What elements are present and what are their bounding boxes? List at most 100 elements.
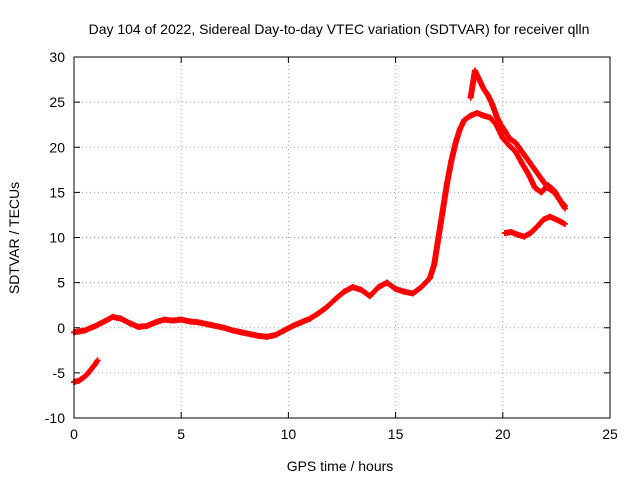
data-point (238, 329, 245, 336)
data-point (392, 285, 399, 292)
data-point (551, 189, 558, 196)
data-point (178, 316, 185, 323)
data-point (109, 313, 116, 320)
data-point (195, 319, 202, 326)
data-point (525, 157, 532, 164)
data-point (203, 321, 210, 328)
data-point (527, 229, 534, 236)
data-point (92, 322, 99, 329)
data-point (540, 216, 547, 223)
data-point (534, 223, 541, 230)
data-point (525, 171, 532, 178)
data-point (557, 198, 564, 205)
data-point (81, 327, 88, 334)
data-point (474, 109, 481, 116)
data-point (467, 94, 474, 101)
data-point (246, 331, 253, 338)
data-point (512, 139, 519, 146)
y-tick-label: 0 (57, 320, 65, 336)
data-point (448, 157, 455, 164)
data-point (323, 303, 330, 310)
data-point (486, 114, 493, 121)
data-point (538, 189, 545, 196)
data-point (506, 135, 513, 142)
data-point (493, 112, 500, 119)
data-point (553, 216, 560, 223)
data-point (92, 360, 99, 367)
data-point (255, 332, 262, 339)
data-point (281, 327, 288, 334)
data-point (263, 333, 270, 340)
marker-fill (561, 202, 568, 209)
data-point (75, 377, 82, 384)
data-point (229, 327, 236, 334)
data-point (272, 331, 279, 338)
data-point (561, 220, 568, 227)
data-point (508, 229, 515, 236)
data-point (332, 295, 339, 302)
x-tick-label: 25 (602, 426, 618, 442)
data-point (519, 148, 526, 155)
chart-title: Day 104 of 2022, Sidereal Day-to-day VTE… (89, 21, 590, 37)
data-point (480, 85, 487, 92)
data-point (467, 112, 474, 119)
data-series (71, 67, 568, 385)
data-point (315, 310, 322, 317)
x-tick-label: 20 (495, 426, 511, 442)
grid-lines (74, 57, 610, 418)
data-point (135, 323, 142, 330)
y-tick-label: 5 (57, 275, 65, 291)
data-point (452, 139, 459, 146)
data-point (471, 67, 478, 74)
y-tick-label: -5 (53, 365, 66, 381)
data-point (506, 142, 513, 149)
data-point (499, 135, 506, 142)
data-point (512, 148, 519, 155)
data-point (489, 100, 496, 107)
data-point (401, 288, 408, 295)
series-early-negative (71, 357, 101, 385)
data-point (544, 184, 551, 191)
y-tick-label: -10 (45, 410, 65, 426)
data-point (476, 76, 483, 83)
data-point (212, 322, 219, 329)
data-point (521, 233, 528, 240)
data-point (514, 231, 521, 238)
data-point (435, 234, 442, 241)
data-point (298, 319, 305, 326)
y-tick-label: 30 (49, 49, 65, 65)
data-point (384, 279, 391, 286)
series-lower (501, 213, 568, 240)
y-tick-label: 20 (49, 139, 65, 155)
data-point (531, 184, 538, 191)
data-point (375, 284, 382, 291)
data-point (409, 290, 416, 297)
data-point (519, 160, 526, 167)
data-point (152, 319, 159, 326)
data-point (461, 117, 468, 124)
data-point (88, 366, 95, 373)
series-main (71, 109, 568, 340)
x-tick-label: 10 (281, 426, 297, 442)
axis-ticks: 0 5 10 15 20 25 -10 -5 0 5 10 15 20 25 30 (45, 49, 618, 442)
data-point (546, 213, 553, 220)
data-point (169, 317, 176, 324)
y-tick-label: 10 (49, 230, 65, 246)
data-point (118, 315, 125, 322)
data-point (501, 229, 508, 236)
data-point (418, 284, 425, 291)
data-point (358, 286, 365, 293)
data-point (501, 128, 508, 135)
data-point (289, 322, 296, 329)
data-point (143, 322, 150, 329)
data-point (456, 126, 463, 133)
data-point (497, 121, 504, 128)
data-point (480, 112, 487, 119)
data-point (126, 320, 133, 327)
data-point (83, 371, 90, 378)
data-point (531, 166, 538, 173)
x-tick-label: 0 (70, 426, 78, 442)
data-point (366, 293, 373, 300)
y-tick-label: 15 (49, 184, 65, 200)
